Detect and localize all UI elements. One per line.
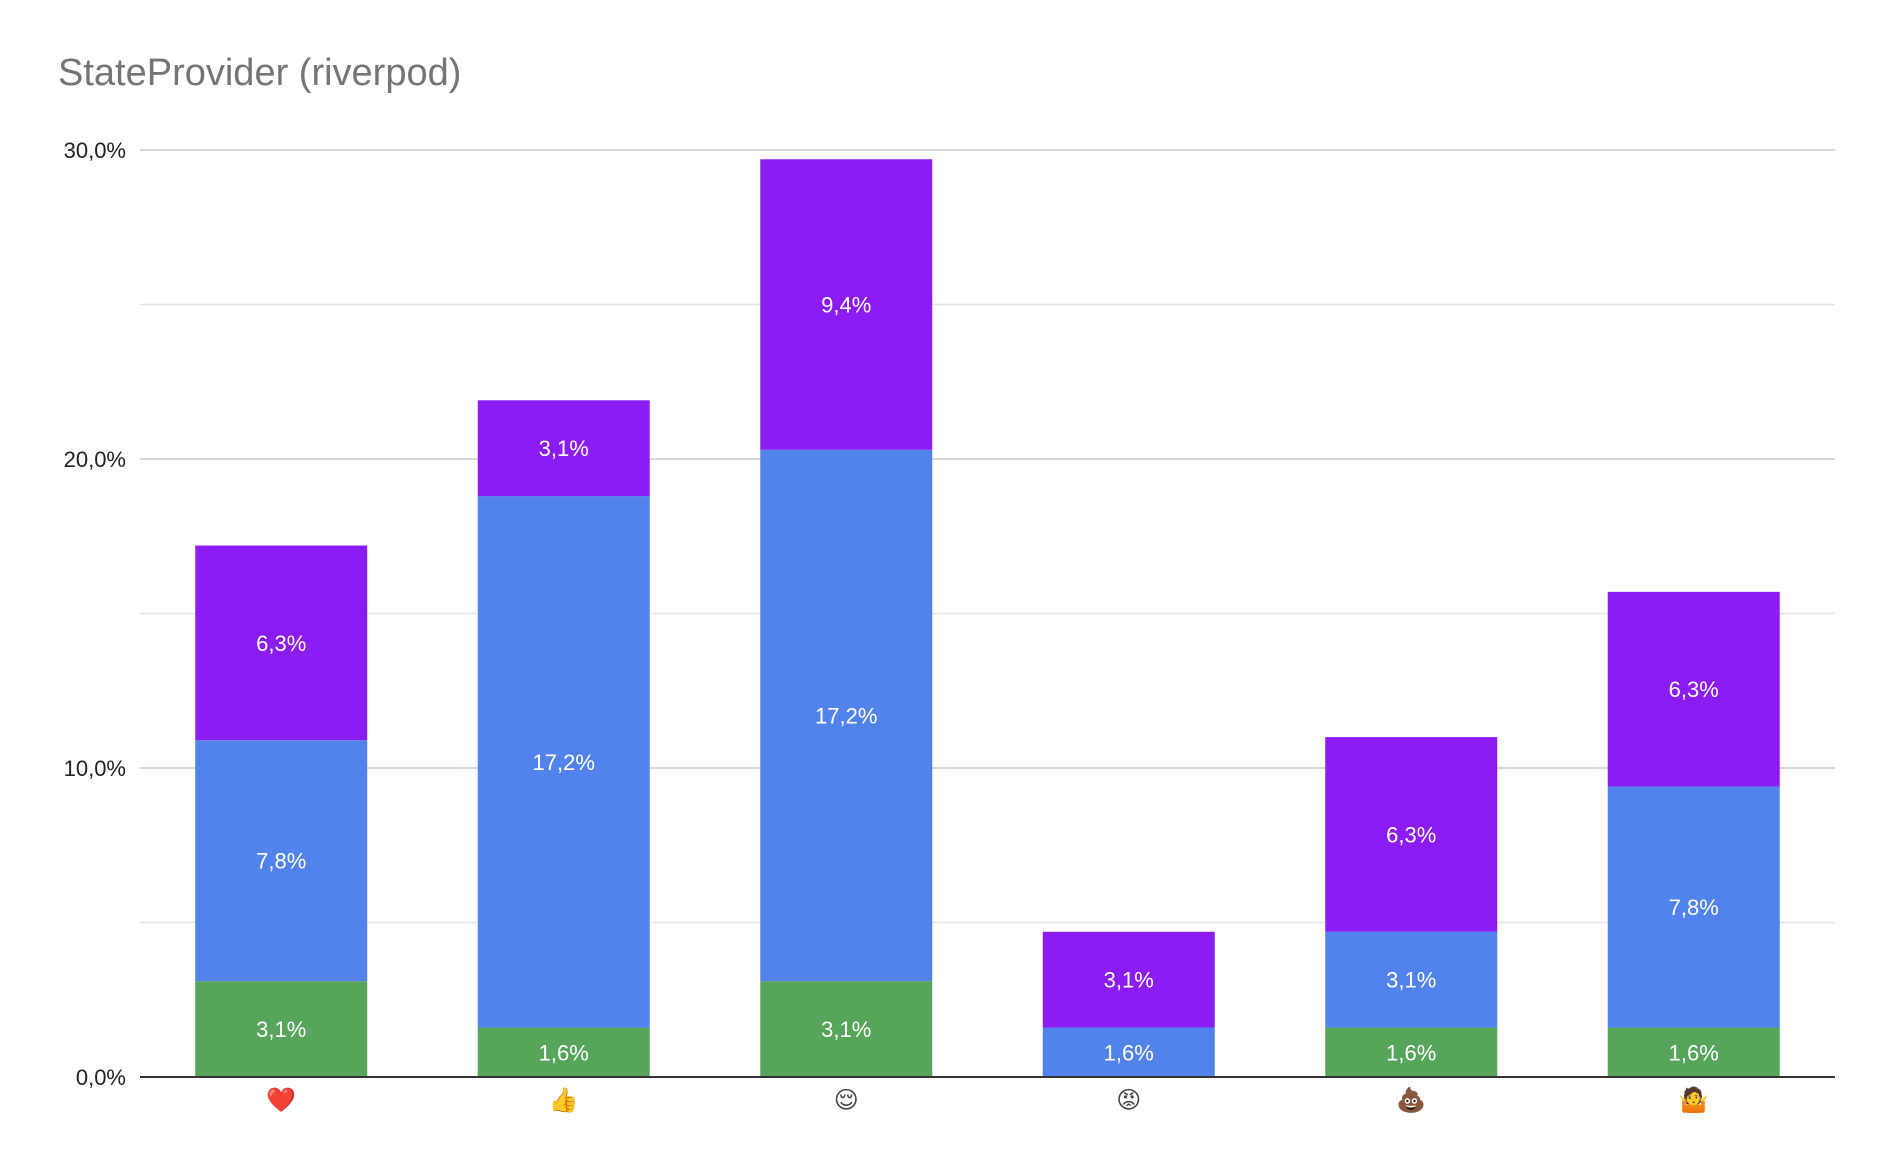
y-tick-label: 30,0% [64, 138, 126, 163]
data-label: 7,8% [256, 849, 306, 874]
data-label: 6,3% [1669, 677, 1719, 702]
data-label: 7,8% [1669, 895, 1719, 920]
y-tick-label: 10,0% [64, 756, 126, 781]
bar-segment [1042, 931, 1215, 1028]
bar-segment [1607, 1027, 1780, 1077]
data-label: 1,6% [539, 1040, 589, 1065]
data-label: 3,1% [539, 436, 589, 461]
bar-segment [195, 981, 368, 1077]
x-category-label: ❤️ [266, 1086, 296, 1114]
data-label: 1,6% [1669, 1040, 1719, 1065]
bar-segment [1325, 737, 1498, 932]
chart-title: StateProvider (riverpod) [58, 52, 462, 94]
data-label: 3,1% [1104, 968, 1154, 993]
data-label: 6,3% [1386, 822, 1436, 847]
data-label: 1,6% [1104, 1040, 1154, 1065]
data-label: 17,2% [533, 750, 595, 775]
bars [195, 159, 1780, 1077]
bar-segment [195, 545, 368, 741]
bar-segment [1607, 786, 1780, 1028]
x-category-label: 🤷 [1679, 1085, 1709, 1114]
x-category-label: 💩 [1396, 1086, 1426, 1114]
bar-segment [1042, 1027, 1215, 1077]
data-label: 1,6% [1386, 1040, 1436, 1065]
x-category-label: 😌 [834, 1086, 859, 1114]
bar-segment [760, 449, 933, 982]
bar-segment [477, 400, 650, 497]
bar-segment [477, 496, 650, 1028]
bar-segment [1607, 591, 1780, 787]
labels: 0,0% 10,0% 20,0% 30,0% 3,1% 7,8% 6,3% ❤️ 1,6% 17,… [64, 138, 1719, 1114]
data-label: 9,4% [821, 293, 871, 318]
data-label: 3,1% [256, 1017, 306, 1042]
bar-segment [760, 159, 933, 450]
bar-segment [1325, 931, 1498, 1028]
data-label: 6,3% [256, 631, 306, 656]
data-label: 3,1% [821, 1017, 871, 1042]
bar-segment [760, 981, 933, 1077]
bar-segment [477, 1027, 650, 1077]
gridlines [140, 149, 1835, 924]
bar-segment [195, 740, 368, 982]
data-label: 17,2% [815, 703, 877, 728]
x-category-label: 👍 [549, 1086, 579, 1114]
y-tick-label: 20,0% [64, 447, 126, 472]
bar-segment [1325, 1027, 1498, 1077]
x-category-label: 😡 [1116, 1086, 1141, 1114]
data-label: 3,1% [1386, 968, 1436, 993]
y-tick-label: 0,0% [76, 1065, 126, 1090]
